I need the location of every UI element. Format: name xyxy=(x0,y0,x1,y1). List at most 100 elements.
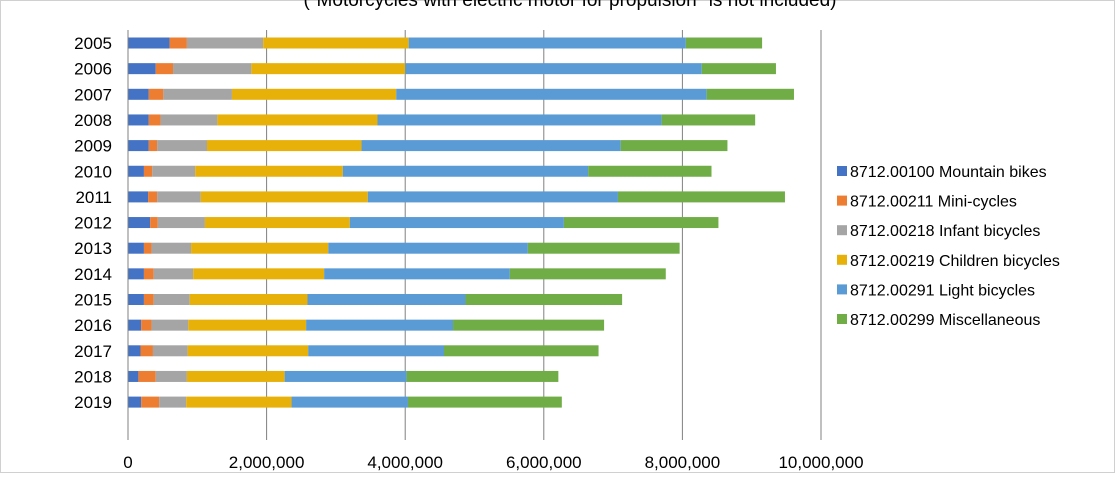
legend-swatch xyxy=(837,225,847,236)
y-category-label: 2016 xyxy=(74,316,112,335)
bar-segment xyxy=(159,396,187,408)
bar-segment xyxy=(263,37,409,49)
y-category-label: 2017 xyxy=(74,342,112,361)
y-axis-labels: 2005 2006 2007 2008 2009 2010 2011 2012 2013 2014… xyxy=(74,34,112,412)
bar-segment xyxy=(128,63,156,75)
bar-segment xyxy=(128,396,142,408)
x-tick-label: 0 xyxy=(123,453,132,472)
bar-segment xyxy=(706,88,794,100)
bar-segment xyxy=(186,370,285,382)
bar-segment xyxy=(138,370,156,382)
bar-segment xyxy=(200,191,368,203)
bar-segment xyxy=(349,217,564,229)
bar-segment xyxy=(408,37,686,49)
bar-segment xyxy=(163,88,232,100)
bar-segment xyxy=(128,37,170,49)
bar-segment xyxy=(361,140,621,152)
bar-segment xyxy=(187,345,309,357)
legend-label: 8712.00299 Miscellaneous xyxy=(850,312,1040,329)
bar-segment xyxy=(563,217,719,229)
bar-segment xyxy=(157,191,201,203)
y-category-label: 2011 xyxy=(75,188,112,207)
x-tick-label: 2,000,000 xyxy=(229,453,305,472)
legend-swatch xyxy=(837,254,847,265)
bar-segment xyxy=(128,114,149,126)
bar-segment xyxy=(153,294,190,305)
bar-segment xyxy=(153,268,194,280)
bar-segment xyxy=(141,396,160,408)
bar-segment xyxy=(186,37,264,49)
y-category-label: 2008 xyxy=(74,111,112,130)
x-tick-label: 10,000,000 xyxy=(778,453,863,472)
bar-segment xyxy=(396,88,707,100)
bar-segment xyxy=(195,165,343,177)
bar-segment xyxy=(148,191,158,203)
bar-segment xyxy=(406,370,559,382)
bar-segment xyxy=(143,268,154,280)
x-tick-label: 8,000,000 xyxy=(645,453,721,472)
bar-segment xyxy=(128,242,144,254)
bar-segment xyxy=(128,294,144,305)
bar-segment xyxy=(324,268,510,280)
bar-segment xyxy=(173,63,252,75)
chart-title: ("Motorcycles with electric motor for pr… xyxy=(303,0,836,11)
bar-segment xyxy=(193,268,325,280)
bar-segment xyxy=(342,165,589,177)
bar-segment xyxy=(148,140,158,152)
legend-label: 8712.00218 Infant bicycles xyxy=(850,223,1040,240)
bar-segment xyxy=(465,294,623,305)
bar-segment xyxy=(128,319,142,331)
bar-segment xyxy=(151,319,189,331)
bar-segment xyxy=(377,114,662,126)
bar-segment xyxy=(157,140,208,152)
bar-segment xyxy=(128,217,151,229)
bar-segment xyxy=(155,370,187,382)
legend: 8712.00100 Mountain bikes 8712.00211 Mini… xyxy=(837,164,1060,329)
bar-segment xyxy=(128,268,144,280)
y-category-label: 2013 xyxy=(74,239,112,258)
bar-segment xyxy=(617,191,785,203)
legend-swatch xyxy=(837,195,847,206)
legend-label: 8712.00100 Mountain bikes xyxy=(850,164,1047,181)
bar-segment xyxy=(141,319,152,331)
bar-segment xyxy=(160,114,218,126)
bar-segment xyxy=(405,63,702,75)
bar-segment xyxy=(150,217,158,229)
y-category-label: 2006 xyxy=(74,60,112,79)
bar-segment xyxy=(407,396,562,408)
bar-segment xyxy=(128,140,149,152)
legend-label: 8712.00291 Light bicycles xyxy=(850,282,1035,299)
bar-segment xyxy=(661,114,756,126)
bar-segment xyxy=(169,37,187,49)
bar-segment xyxy=(620,140,728,152)
bar-segment xyxy=(251,63,406,75)
bar-segment xyxy=(191,242,329,254)
bar-segment xyxy=(509,268,666,280)
legend-label: 8712.00211 Mini-cycles xyxy=(850,194,1017,211)
bar-segment xyxy=(128,165,144,177)
bar-segment xyxy=(140,345,153,357)
bar-segment xyxy=(204,217,350,229)
bar-segment xyxy=(217,114,378,126)
x-axis-labels: 0 2,000,000 4,000,000 6,000,000 8,000,000 10,… xyxy=(123,453,863,472)
legend-label: 8712.00219 Children bicycles xyxy=(850,253,1060,270)
legend-swatch xyxy=(837,284,847,295)
bar-segment xyxy=(152,165,196,177)
bar-segment xyxy=(128,88,149,100)
bar-segment xyxy=(143,242,152,254)
bar-segment xyxy=(527,242,680,254)
bar-segment xyxy=(151,242,192,254)
bar-segment xyxy=(453,319,605,331)
x-tick-label: 4,000,000 xyxy=(367,453,443,472)
bar-segment xyxy=(188,319,307,331)
x-tick-label: 6,000,000 xyxy=(506,453,582,472)
bar-segment xyxy=(367,191,618,203)
bar-segment xyxy=(685,37,763,49)
bar-segment xyxy=(328,242,528,254)
bar-segment xyxy=(444,345,599,357)
bar-segment xyxy=(284,370,407,382)
bar-segment xyxy=(291,396,408,408)
bar-segment xyxy=(186,396,292,408)
y-category-label: 2007 xyxy=(74,85,112,104)
bar-segment xyxy=(207,140,362,152)
